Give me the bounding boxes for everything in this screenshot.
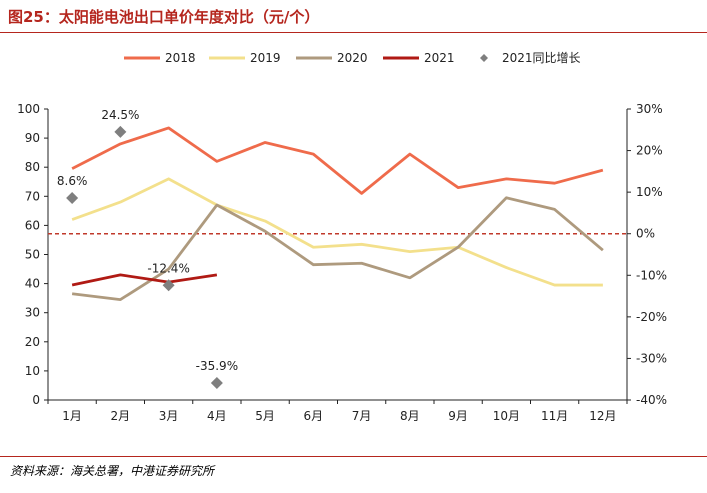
left-axis-tick-label: 100 (17, 102, 40, 116)
yoy-growth-point (210, 376, 223, 389)
bottom-rule (0, 456, 707, 457)
left-axis-tick-label: 50 (25, 248, 40, 262)
series-line-2020 (71, 196, 604, 302)
right-axis-tick-label: 30% (636, 102, 663, 116)
chart-title: 图25：太阳能电池出口单价年度对比（元/个） (8, 8, 320, 26)
data-label: -12.4% (147, 261, 189, 275)
left-axis-tick-label: 60 (25, 218, 40, 232)
legend-label: 2021 (424, 51, 455, 65)
left-axis-tick-label: 90 (25, 131, 40, 145)
series-line-2019 (71, 177, 603, 287)
left-axis-tick-label: 20 (25, 335, 40, 349)
left-axis-tick-label: 0 (32, 393, 40, 407)
x-axis-tick-label: 6月 (304, 409, 324, 423)
x-axis-tick-label: 1月 (62, 409, 82, 423)
right-axis-tick-label: 20% (636, 144, 663, 158)
left-axis-tick-label: 10 (25, 364, 40, 378)
legend-label: 2021同比增长 (502, 51, 581, 65)
x-axis-tick-label: 11月 (541, 409, 568, 423)
series-line-2021 (71, 273, 218, 287)
right-axis-tick-label: -30% (636, 351, 667, 365)
x-axis-tick-label: 7月 (352, 409, 372, 423)
yoy-growth-point (66, 191, 79, 204)
series-line-2018 (71, 126, 604, 195)
left-axis-tick-label: 30 (25, 306, 40, 320)
legend-label: 2019 (250, 51, 281, 65)
data-label: 8.6% (57, 174, 88, 188)
yoy-growth-point (114, 125, 127, 138)
data-label: -35.9% (196, 359, 238, 373)
x-axis-tick-label: 4月 (207, 409, 227, 423)
left-axis-tick-label: 70 (25, 189, 40, 203)
x-axis-tick-label: 9月 (448, 409, 468, 423)
top-rule (0, 32, 707, 33)
yoy-growth-point (162, 279, 175, 292)
right-axis-tick-label: 10% (636, 185, 663, 199)
data-label: 24.5% (101, 108, 139, 122)
x-axis-tick-label: 5月 (255, 409, 275, 423)
x-axis-tick-label: 3月 (159, 409, 179, 423)
x-axis-tick-label: 2月 (111, 409, 131, 423)
x-axis-tick-label: 12月 (589, 409, 616, 423)
right-axis-tick-label: -40% (636, 393, 667, 407)
x-axis-tick-label: 8月 (400, 409, 420, 423)
right-axis-tick-label: -10% (636, 268, 667, 282)
right-axis-tick-label: 0% (636, 227, 655, 241)
left-axis-tick-label: 80 (25, 160, 40, 174)
chart: 0 10 20 30 40 50 60 70 80 90 100 -40% -30% -20% -10% 0%… (17, 51, 667, 423)
legend-label: 2018 (165, 51, 196, 65)
right-axis-tick-label: -20% (636, 310, 667, 324)
legend-label: 2020 (337, 51, 368, 65)
left-axis-tick-label: 40 (25, 277, 40, 291)
x-axis-tick-label: 10月 (493, 409, 520, 423)
legend-marker-2021同比增长 (480, 54, 488, 62)
source-note: 资料来源：海关总署，中港证券研究所 (10, 464, 215, 478)
title-bar: 图25：太阳能电池出口单价年度对比（元/个） (0, 0, 707, 32)
